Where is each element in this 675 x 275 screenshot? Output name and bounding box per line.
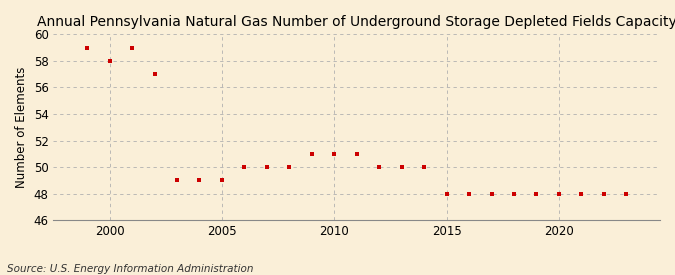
Point	[306, 152, 317, 156]
Text: Source: U.S. Energy Information Administration: Source: U.S. Energy Information Administ…	[7, 264, 253, 274]
Point	[554, 191, 564, 196]
Point	[239, 165, 250, 169]
Point	[621, 191, 632, 196]
Point	[329, 152, 340, 156]
Point	[531, 191, 542, 196]
Point	[284, 165, 295, 169]
Point	[576, 191, 587, 196]
Point	[127, 45, 138, 50]
Y-axis label: Number of Elements: Number of Elements	[15, 67, 28, 188]
Point	[149, 72, 160, 76]
Point	[441, 191, 452, 196]
Point	[396, 165, 407, 169]
Point	[599, 191, 610, 196]
Point	[464, 191, 475, 196]
Point	[104, 59, 115, 63]
Point	[171, 178, 182, 183]
Point	[486, 191, 497, 196]
Point	[374, 165, 385, 169]
Point	[82, 45, 92, 50]
Point	[418, 165, 429, 169]
Title: Annual Pennsylvania Natural Gas Number of Underground Storage Depleted Fields Ca: Annual Pennsylvania Natural Gas Number o…	[37, 15, 675, 29]
Point	[217, 178, 227, 183]
Point	[194, 178, 205, 183]
Point	[351, 152, 362, 156]
Point	[508, 191, 519, 196]
Point	[261, 165, 272, 169]
